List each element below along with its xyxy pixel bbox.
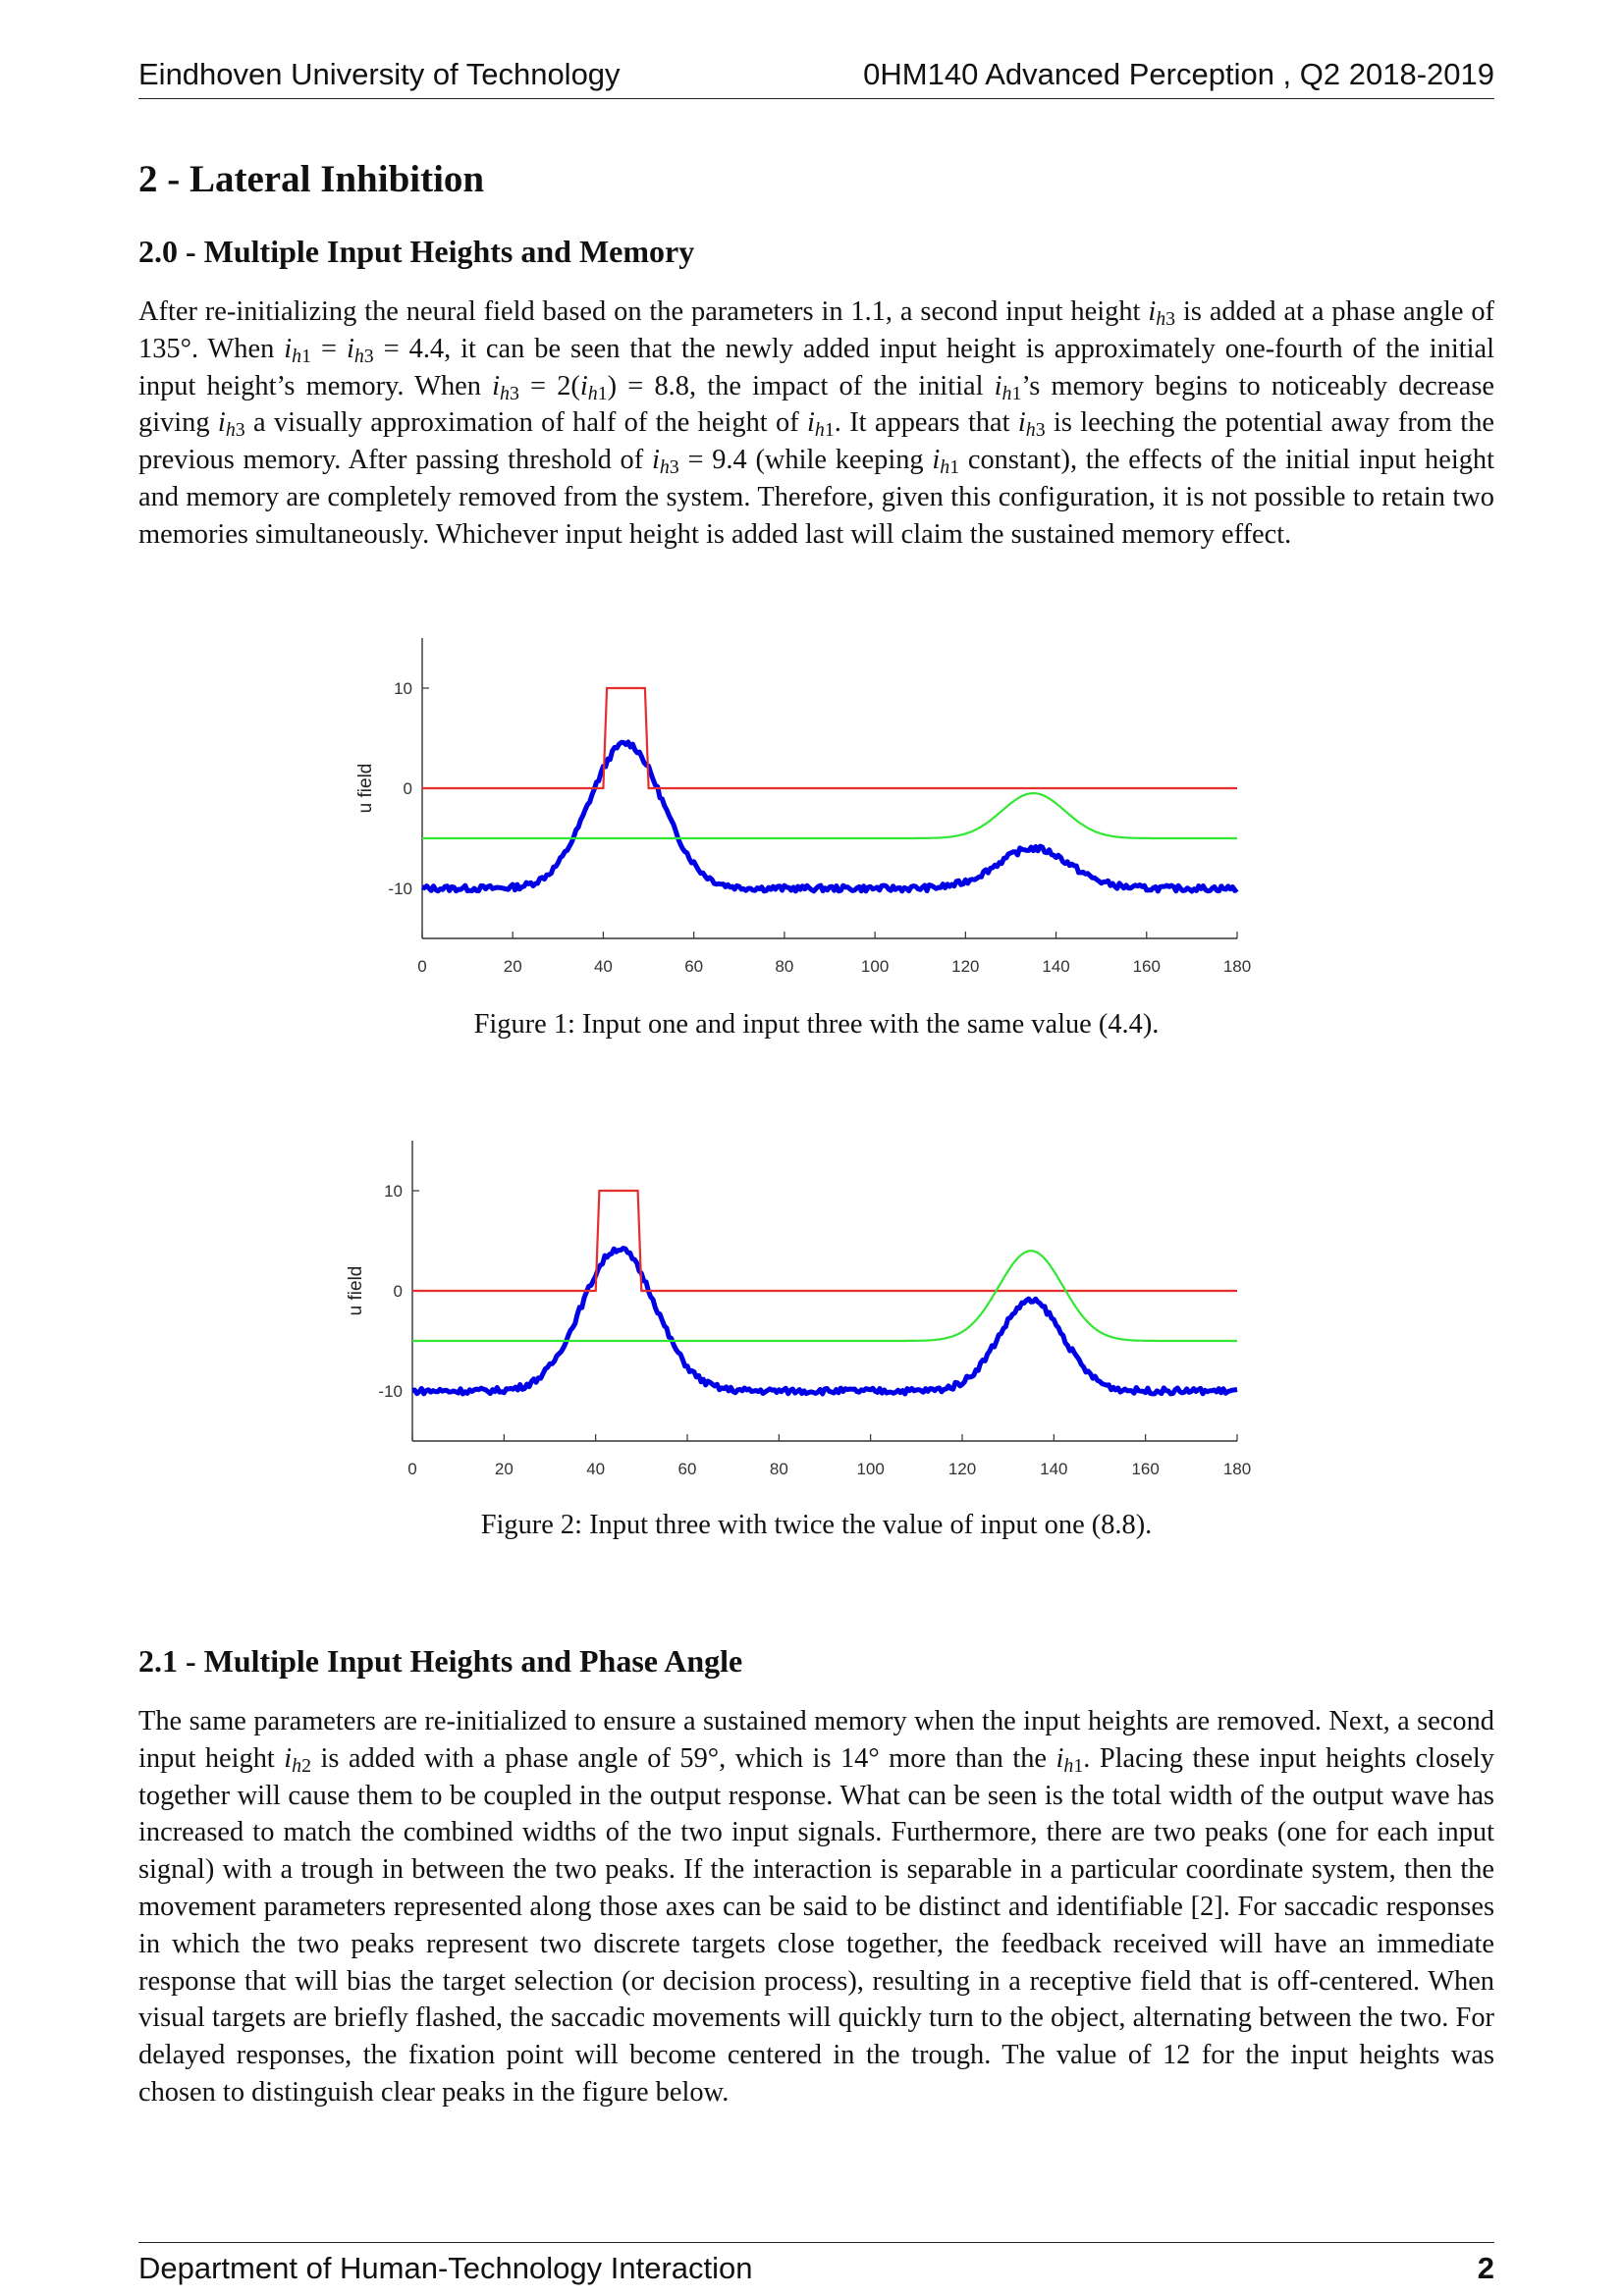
page-number: 2 xyxy=(1477,2251,1494,2285)
x-tick-label: 100 xyxy=(856,1460,884,1478)
x-tick-label: 80 xyxy=(770,1460,788,1478)
x-tick-label: 40 xyxy=(594,957,613,976)
page-footer: Department of Human-Technology Interacti… xyxy=(138,2242,1494,2285)
figure-1-caption: Figure 1: Input one and input three with… xyxy=(473,1009,1160,1040)
x-tick-label: 60 xyxy=(678,1460,697,1478)
figure-2-caption: Figure 2: Input three with twice the val… xyxy=(480,1510,1153,1540)
paragraph-memory: After re-initializing the neural field b… xyxy=(138,296,1495,550)
x-tick-label: 40 xyxy=(586,1460,605,1478)
x-tick-label: 160 xyxy=(1133,957,1161,976)
section-title: 2 - Lateral Inhibition xyxy=(138,158,485,200)
input-line xyxy=(422,791,1237,840)
y-tick-label: 10 xyxy=(394,679,412,698)
y-axis-label: u field xyxy=(346,1266,366,1316)
x-tick-label: 180 xyxy=(1223,1460,1251,1478)
x-tick-label: 20 xyxy=(495,1460,514,1478)
subsection-title-2-1: 2.1 - Multiple Input Heights and Phase A… xyxy=(138,1643,743,1679)
header-course: 0HM140 Advanced Perception , Q2 2018-201… xyxy=(863,57,1494,91)
x-tick-label: 0 xyxy=(407,1460,416,1478)
x-tick-label: 80 xyxy=(775,957,793,976)
input-line xyxy=(412,1250,1237,1343)
x-tick-label: 180 xyxy=(1223,957,1251,976)
x-tick-label: 120 xyxy=(951,957,979,976)
output-field-line xyxy=(422,686,1237,790)
x-tick-label: 160 xyxy=(1131,1460,1159,1478)
y-tick-label: 0 xyxy=(404,779,412,798)
x-tick-label: 60 xyxy=(684,957,703,976)
x-tick-label: 120 xyxy=(948,1460,976,1478)
y-tick-label: -10 xyxy=(378,1382,403,1401)
y-tick-label: 0 xyxy=(394,1282,403,1301)
y-axis-label: u field xyxy=(355,764,376,814)
x-tick-label: 140 xyxy=(1040,1460,1067,1478)
y-tick-label: 10 xyxy=(384,1182,403,1201)
x-tick-label: 20 xyxy=(504,957,522,976)
page-header: Eindhoven University of Technology 0HM14… xyxy=(138,57,1494,99)
output-field-line xyxy=(412,1189,1237,1293)
header-institution: Eindhoven University of Technology xyxy=(138,57,621,91)
y-tick-label: -10 xyxy=(388,880,412,898)
x-tick-label: 100 xyxy=(861,957,889,976)
x-tick-label: 140 xyxy=(1042,957,1069,976)
paragraph-phase-angle: The same parameters are re-initialized t… xyxy=(138,1706,1495,2108)
x-tick-label: 0 xyxy=(417,957,426,976)
subsection-title-2-0: 2.0 - Multiple Input Heights and Memory xyxy=(138,234,695,269)
output-line xyxy=(421,739,1239,894)
footer-department: Department of Human-Technology Interacti… xyxy=(138,2251,753,2285)
output-line xyxy=(411,1246,1238,1397)
